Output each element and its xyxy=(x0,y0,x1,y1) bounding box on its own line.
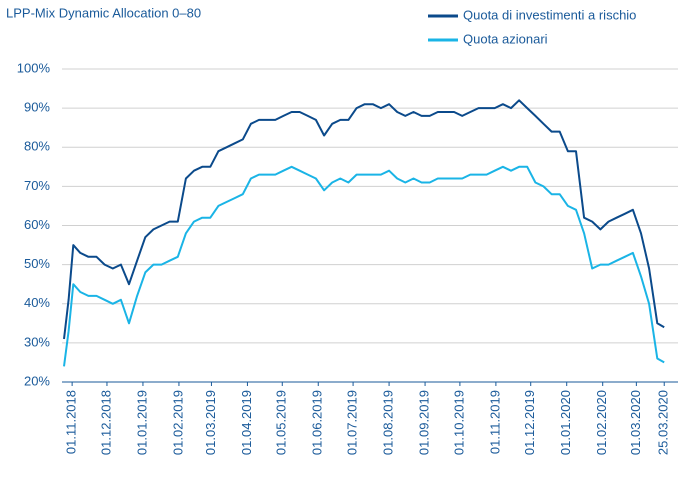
x-tick-label: 01.03.2020 xyxy=(628,390,643,455)
y-tick-label: 40% xyxy=(24,295,50,310)
x-tick-label: 01.07.2019 xyxy=(345,390,360,455)
y-tick-label: 90% xyxy=(24,100,50,115)
series-line xyxy=(63,99,665,340)
x-tick-label: 01.10.2019 xyxy=(451,390,466,455)
legend-label: Quota azionari xyxy=(463,31,548,46)
x-tick-label: 01.11.2019 xyxy=(487,390,502,454)
x-tick-label: 01.11.2018 xyxy=(64,390,79,454)
y-tick-label: 60% xyxy=(24,217,50,232)
y-tick-label: 100% xyxy=(17,60,51,75)
x-tick-label: 01.06.2019 xyxy=(310,390,325,455)
x-tick-label: 25.03.2020 xyxy=(656,390,671,455)
legend-label: Quota di investimenti a rischio xyxy=(463,7,636,22)
y-tick-label: 30% xyxy=(24,334,50,349)
x-tick-label: 01.09.2019 xyxy=(417,390,432,455)
x-tick-label: 01.03.2019 xyxy=(203,390,218,455)
y-tick-label: 50% xyxy=(24,256,50,271)
y-tick-label: 80% xyxy=(24,139,50,154)
x-tick-label: 01.12.2019 xyxy=(522,390,537,455)
x-tick-label: 01.02.2019 xyxy=(170,390,185,455)
chart-subtitle: LPP-Mix Dynamic Allocation 0–80 xyxy=(6,5,201,20)
y-tick-label: 70% xyxy=(24,178,50,193)
x-tick-label: 01.05.2019 xyxy=(274,390,289,455)
x-tick-label: 01.02.2020 xyxy=(594,390,609,455)
x-tick-label: 01.01.2019 xyxy=(134,390,149,455)
series-line xyxy=(63,165,665,367)
y-tick-label: 20% xyxy=(24,373,50,388)
x-tick-label: 01.12.2018 xyxy=(98,390,113,455)
x-tick-label: 01.01.2020 xyxy=(558,390,573,455)
x-tick-label: 01.08.2019 xyxy=(381,390,396,455)
x-tick-label: 01.04.2019 xyxy=(239,390,254,455)
